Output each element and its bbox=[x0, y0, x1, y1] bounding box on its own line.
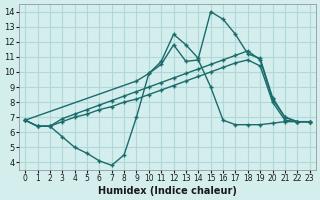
X-axis label: Humidex (Indice chaleur): Humidex (Indice chaleur) bbox=[98, 186, 237, 196]
